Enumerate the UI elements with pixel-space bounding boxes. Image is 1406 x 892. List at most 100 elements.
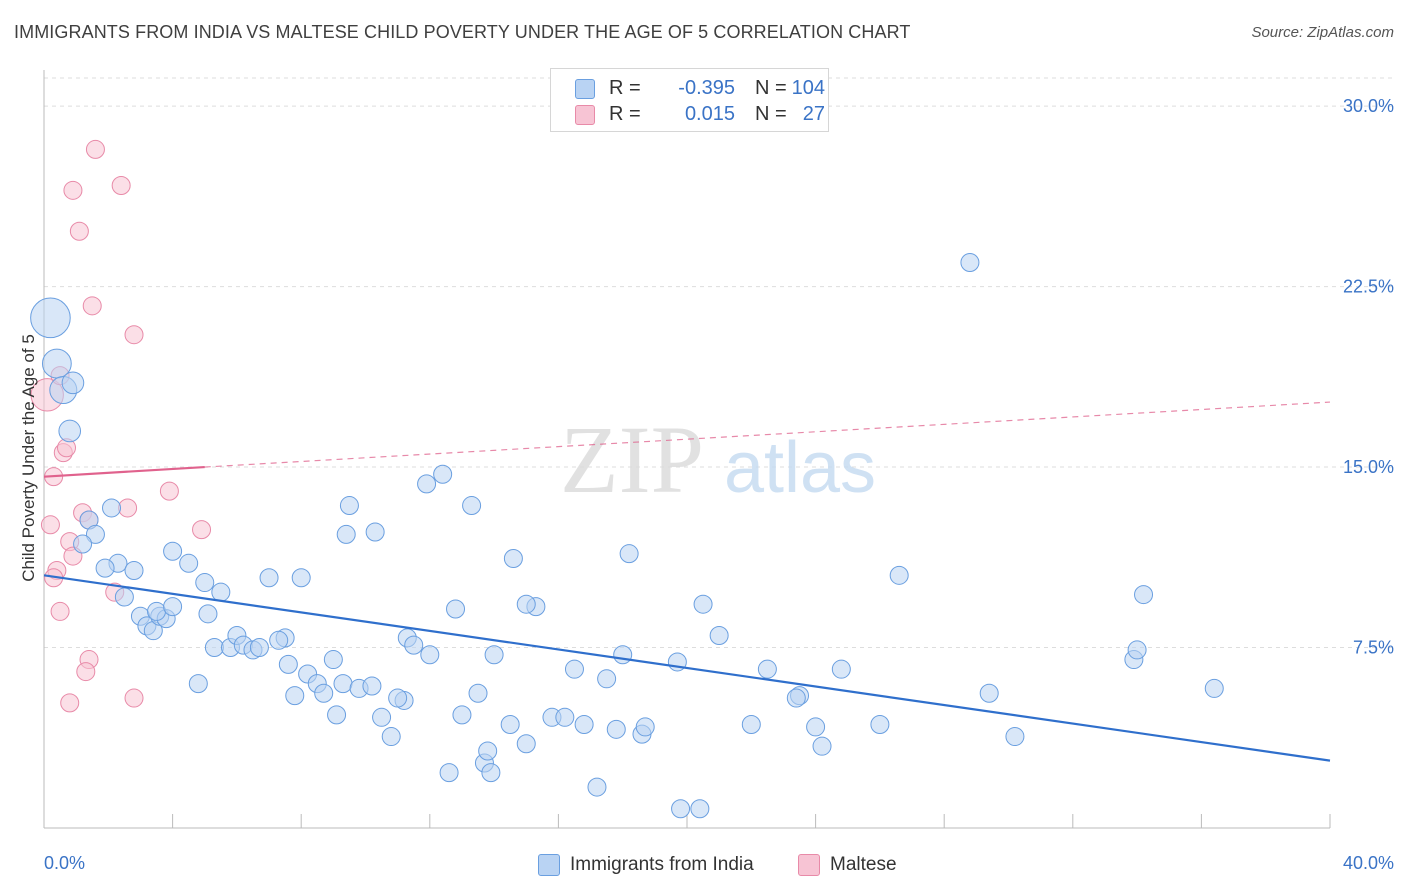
india-point xyxy=(516,734,536,754)
india-point xyxy=(606,719,626,739)
legend-swatch-maltese xyxy=(575,105,595,125)
legend-label-india: Immigrants from India xyxy=(570,854,754,875)
india-point xyxy=(365,522,385,542)
y-tick-label: 7.5% xyxy=(1353,638,1394,658)
watermark-atlas: atlas xyxy=(724,428,876,508)
grid-layer xyxy=(44,77,1394,649)
india-point xyxy=(462,496,482,516)
legend-label-maltese: Maltese xyxy=(830,854,897,875)
india-point xyxy=(58,419,82,443)
india-point xyxy=(452,705,472,725)
legend-n-value: 104 xyxy=(791,77,825,99)
india-point xyxy=(1005,727,1025,747)
india-point xyxy=(339,496,359,516)
india-trend-line xyxy=(43,574,1331,762)
india-point xyxy=(372,707,392,727)
tick-labels: 7.5% 15.0% 22.5% 30.0% 0.0% 40.0% xyxy=(44,96,1394,873)
maltese-point xyxy=(159,481,179,501)
correlation-legend: R = -0.395 N = 104 R = 0.015 N = 27 xyxy=(550,68,829,132)
india-point xyxy=(597,669,617,689)
india-point xyxy=(516,594,536,614)
india-point xyxy=(693,594,713,614)
legend-swatch-maltese xyxy=(798,854,820,876)
india-point xyxy=(613,645,633,665)
maltese-point xyxy=(118,498,138,518)
x-tick-label: 0.0% xyxy=(44,853,85,873)
maltese-point xyxy=(111,176,131,196)
maltese-point xyxy=(50,601,70,621)
chart-title: IMMIGRANTS FROM INDIA VS MALTESE CHILD P… xyxy=(14,22,911,42)
india-point xyxy=(362,676,382,696)
legend-r-label: R = xyxy=(609,103,641,125)
india-point xyxy=(198,604,218,624)
india-point xyxy=(417,474,437,494)
india-point xyxy=(446,599,466,619)
india-point xyxy=(574,715,594,735)
maltese-points xyxy=(30,139,212,713)
india-point xyxy=(291,568,311,588)
trend-layer xyxy=(43,401,1331,762)
india-point xyxy=(889,565,909,585)
india-point xyxy=(671,799,691,819)
legend-n-value: 27 xyxy=(802,103,825,125)
legend-swatch-india xyxy=(575,79,595,99)
india-point xyxy=(314,683,334,703)
india-point xyxy=(211,582,231,602)
india-point xyxy=(147,601,167,621)
axis-layer xyxy=(43,70,1331,829)
legend-r-value: -0.395 xyxy=(678,77,735,99)
india-point xyxy=(619,544,639,564)
maltese-point xyxy=(69,221,89,241)
legend-n-label: N = xyxy=(755,103,787,125)
india-point xyxy=(806,717,826,737)
y-axis-label: Child Poverty Under the Age of 5 xyxy=(19,334,38,582)
india-point xyxy=(484,645,504,665)
india-point xyxy=(478,741,498,761)
india-point xyxy=(73,534,93,554)
india-point xyxy=(323,650,343,670)
india-point xyxy=(1204,678,1224,698)
india-point xyxy=(285,686,305,706)
india-point xyxy=(555,707,575,727)
india-point xyxy=(259,568,279,588)
y-tick-label: 30.0% xyxy=(1343,96,1394,116)
india-point xyxy=(188,674,208,694)
india-point xyxy=(85,524,105,544)
india-point xyxy=(204,638,224,658)
india-point xyxy=(420,645,440,665)
india-point xyxy=(439,763,459,783)
india-point xyxy=(690,799,710,819)
india-point xyxy=(979,683,999,703)
india-point xyxy=(503,548,523,568)
india-point xyxy=(564,659,584,679)
india-point xyxy=(812,736,832,756)
india-point xyxy=(30,297,71,339)
legend-swatch-india xyxy=(538,854,560,876)
maltese-point xyxy=(192,520,212,540)
maltese-point xyxy=(60,693,80,713)
india-point xyxy=(1134,585,1154,605)
india-point xyxy=(481,763,501,783)
india-point xyxy=(433,464,453,484)
india-point xyxy=(179,553,199,573)
india-point xyxy=(757,659,777,679)
india-point xyxy=(269,630,289,650)
india-point xyxy=(102,498,122,518)
y-tick-label: 22.5% xyxy=(1343,277,1394,297)
india-points xyxy=(30,253,1224,819)
legend-r-value: 0.015 xyxy=(684,103,735,125)
india-point xyxy=(500,715,520,735)
india-point xyxy=(1127,640,1147,660)
india-point xyxy=(336,524,356,544)
india-point xyxy=(960,253,980,273)
legend-n-label: N = xyxy=(755,77,787,99)
india-point xyxy=(388,688,408,708)
india-point xyxy=(195,573,215,593)
india-point xyxy=(163,597,183,617)
india-point xyxy=(709,625,729,645)
y-tick-label: 15.0% xyxy=(1343,457,1394,477)
series-legend: Immigrants from India Maltese xyxy=(0,851,1406,879)
india-point xyxy=(741,715,761,735)
india-point xyxy=(333,674,353,694)
